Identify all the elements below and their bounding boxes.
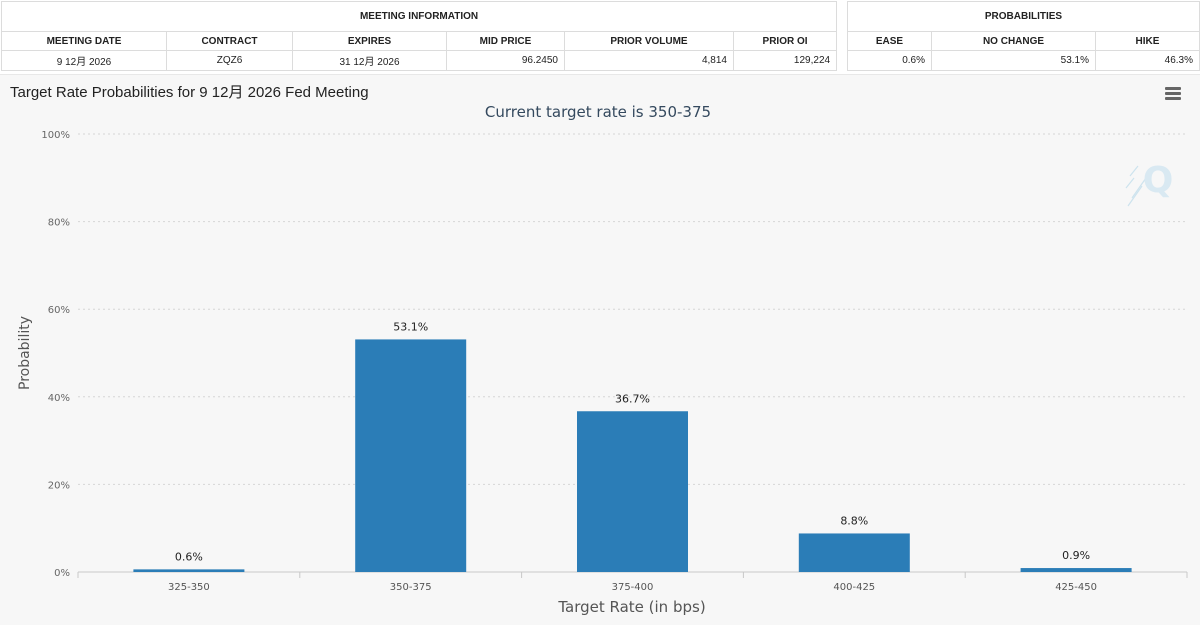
- x-tick-label: 400-425: [833, 582, 875, 593]
- mid-price-header: MID PRICE: [446, 31, 565, 51]
- prior-volume-value: 4,814: [564, 50, 734, 71]
- chart-subtitle: Current target rate is 350-375: [485, 103, 711, 121]
- expires-header: EXPIRES: [292, 31, 447, 51]
- ease-value: 0.6%: [847, 50, 932, 71]
- data-label: 8.8%: [840, 514, 868, 527]
- hike-header: HIKE: [1095, 31, 1200, 51]
- data-label: 53.1%: [393, 320, 428, 333]
- meeting-date-header: MEETING DATE: [1, 31, 167, 51]
- svg-text:Q: Q: [1143, 160, 1174, 201]
- x-axis-label: Target Rate (in bps): [557, 598, 705, 616]
- contract-header: CONTRACT: [166, 31, 293, 51]
- y-tick-label: 20%: [48, 480, 70, 491]
- meeting-information-table: MEETING INFORMATION MEETING DATE CONTRAC…: [0, 1, 838, 71]
- y-tick-label: 40%: [48, 393, 70, 404]
- data-label: 0.9%: [1062, 549, 1090, 562]
- x-tick-label: 350-375: [390, 582, 432, 593]
- chart-title: Target Rate Probabilities for 9 12月 2026…: [10, 84, 369, 101]
- bar-375-400[interactable]: [577, 411, 688, 572]
- no-change-header: NO CHANGE: [931, 31, 1096, 51]
- probability-bar-chart: Q 0% 20% 40% 60% 80% 100% 0.6% 53.1% 36.7% 8.8% 0…: [17, 103, 1188, 616]
- prior-volume-header: PRIOR VOLUME: [564, 31, 734, 51]
- y-tick-label: 80%: [48, 218, 70, 229]
- prior-oi-value: 129,224: [732, 50, 838, 71]
- y-tick-label: 0%: [54, 568, 70, 579]
- data-label: 0.6%: [175, 550, 203, 563]
- data-label: 36.7%: [615, 392, 650, 405]
- meeting-date-value: 9 12月 2026: [1, 50, 167, 71]
- y-tick-label: 100%: [41, 130, 70, 141]
- bar-425-450[interactable]: [1020, 568, 1132, 572]
- bar-350-375[interactable]: [355, 339, 467, 572]
- mid-price-value: 96.2450: [446, 50, 565, 71]
- hike-value: 46.3%: [1095, 50, 1200, 71]
- probabilities-header: PROBABILITIES: [847, 1, 1200, 32]
- x-tick-label: 325-350: [168, 582, 210, 593]
- y-axis-label: Probability: [17, 316, 33, 390]
- ease-header: EASE: [847, 31, 932, 51]
- meeting-information-header: MEETING INFORMATION: [0, 1, 838, 32]
- x-tick-label: 375-400: [612, 582, 654, 593]
- contract-value: ZQZ6: [166, 50, 293, 71]
- bar-325-350[interactable]: [133, 569, 245, 572]
- prior-oi-header: PRIOR OI: [732, 31, 838, 51]
- table-row: 0.6% 53.1% 46.3%: [847, 50, 1200, 71]
- y-tick-label: 60%: [48, 305, 70, 316]
- hamburger-menu-icon[interactable]: [1165, 87, 1181, 100]
- x-tick-label: 425-450: [1055, 582, 1097, 593]
- table-row: 9 12月 2026 ZQZ6 31 12月 2026 96.2450 4,81…: [1, 50, 838, 71]
- expires-value: 31 12月 2026: [292, 50, 447, 71]
- probabilities-table: PROBABILITIES EASE NO CHANGE HIKE 0.6% 5…: [847, 1, 1200, 71]
- q-logo-icon: Q: [1125, 160, 1174, 207]
- bar-400-425[interactable]: [798, 533, 910, 572]
- no-change-value: 53.1%: [931, 50, 1096, 71]
